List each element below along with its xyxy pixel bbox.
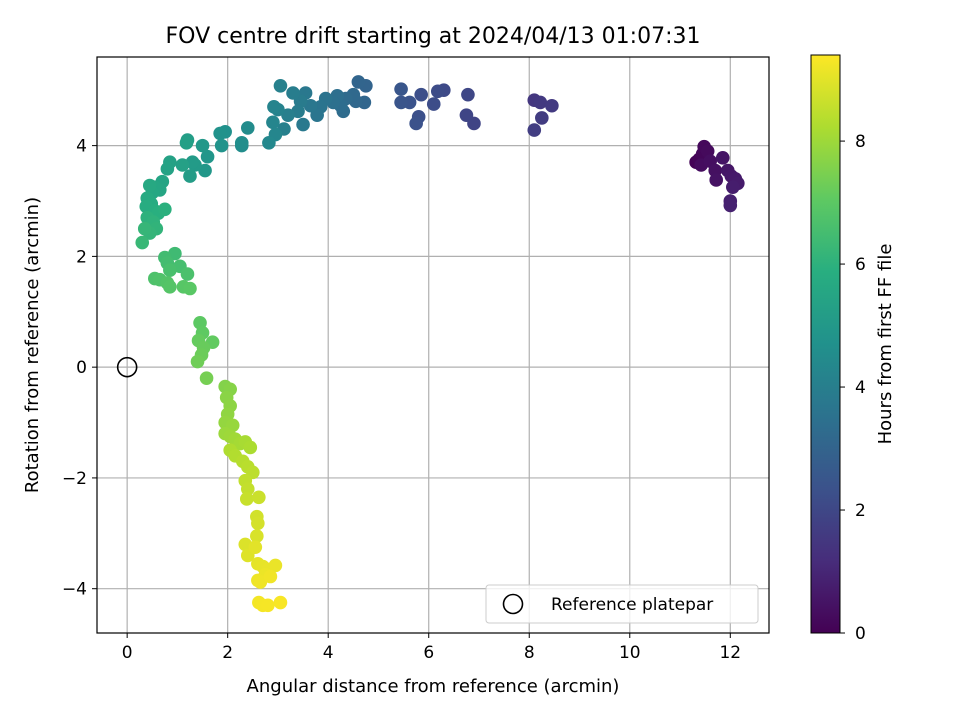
x-tick-label: 4 bbox=[323, 643, 334, 663]
data-points bbox=[135, 75, 745, 613]
data-point bbox=[137, 221, 152, 236]
data-point bbox=[160, 162, 175, 176]
x-tick-label: 12 bbox=[719, 643, 741, 663]
data-point bbox=[250, 529, 264, 543]
data-point bbox=[726, 180, 740, 194]
data-point bbox=[461, 87, 475, 102]
data-point bbox=[286, 86, 300, 100]
data-point bbox=[426, 97, 441, 111]
data-point bbox=[183, 169, 197, 183]
data-point bbox=[158, 202, 172, 217]
data-point bbox=[183, 281, 197, 296]
data-point bbox=[261, 598, 275, 613]
chart-title: FOV centre drift starting at 2024/04/13 … bbox=[166, 24, 701, 49]
legend: Reference platepar bbox=[485, 584, 759, 624]
x-tick-label: 10 bbox=[619, 643, 641, 663]
data-point bbox=[296, 117, 310, 132]
data-point bbox=[240, 121, 255, 135]
data-point bbox=[142, 178, 157, 193]
data-point bbox=[175, 158, 190, 172]
data-point bbox=[263, 569, 278, 584]
y-tick-label: −2 bbox=[62, 469, 87, 489]
data-point bbox=[248, 540, 263, 554]
data-point bbox=[262, 136, 276, 150]
data-point bbox=[545, 98, 559, 113]
data-point bbox=[163, 263, 177, 278]
data-point bbox=[135, 235, 150, 250]
y-tick-label: 4 bbox=[76, 137, 87, 157]
plot-area: 0 2 4 6 8 10 12 −4 −2 0 2 4 bbox=[62, 56, 770, 663]
data-point bbox=[723, 198, 738, 213]
data-point bbox=[394, 95, 408, 110]
data-point bbox=[273, 79, 288, 93]
y-axis-label: Rotation from reference (arcmin) bbox=[22, 197, 43, 493]
data-point bbox=[267, 100, 281, 114]
data-point bbox=[243, 440, 258, 455]
colorbar-tick-label: 4 bbox=[855, 378, 866, 398]
colorbar-ticks: 0 2 4 6 8 bbox=[840, 132, 866, 644]
data-point bbox=[535, 111, 549, 125]
data-point bbox=[163, 280, 177, 294]
reference-platepar-marker bbox=[116, 356, 138, 378]
colorbar-label: Hours from first FF file bbox=[875, 244, 896, 445]
colorbar-tick-label: 0 bbox=[855, 624, 866, 644]
x-tick-label: 8 bbox=[524, 643, 535, 663]
data-point bbox=[394, 82, 408, 96]
plot-frame bbox=[96, 56, 770, 634]
y-tick-label: 0 bbox=[76, 358, 87, 378]
data-point bbox=[240, 482, 255, 496]
x-axis-label: Angular distance from reference (arcmin) bbox=[247, 676, 620, 697]
colorbar-tick-label: 2 bbox=[855, 501, 866, 521]
data-point bbox=[268, 558, 283, 573]
data-point bbox=[709, 173, 724, 187]
data-point bbox=[430, 84, 445, 99]
data-point bbox=[198, 163, 212, 178]
legend-box bbox=[485, 584, 759, 624]
y-axis-ticks: −4 −2 0 2 4 bbox=[62, 137, 97, 600]
x-tick-label: 6 bbox=[423, 643, 434, 663]
data-point bbox=[266, 115, 280, 130]
data-point bbox=[533, 95, 548, 110]
data-point bbox=[409, 116, 423, 131]
y-tick-label: −4 bbox=[62, 580, 87, 600]
x-axis-ticks: 0 2 4 6 8 10 12 bbox=[122, 633, 741, 663]
colorbar-tick-label: 6 bbox=[855, 255, 866, 275]
data-point bbox=[213, 126, 227, 141]
data-point bbox=[180, 267, 195, 281]
colorbar: 0 2 4 6 8 Hours from first FF file bbox=[810, 54, 896, 644]
data-point bbox=[190, 354, 205, 369]
x-tick-label: 0 bbox=[122, 643, 133, 663]
data-point bbox=[252, 490, 266, 505]
data-point bbox=[199, 371, 214, 386]
data-point bbox=[715, 151, 730, 165]
data-point bbox=[251, 516, 265, 531]
data-point bbox=[234, 136, 249, 150]
data-point bbox=[414, 87, 428, 102]
data-point bbox=[195, 138, 210, 153]
data-point bbox=[351, 75, 366, 89]
colorbar-tick-label: 8 bbox=[855, 132, 866, 152]
data-point bbox=[239, 492, 254, 506]
data-point bbox=[214, 138, 229, 153]
y-tick-label: 2 bbox=[76, 247, 87, 267]
data-point bbox=[253, 575, 268, 589]
data-point bbox=[527, 123, 542, 137]
data-point bbox=[459, 108, 474, 122]
data-point bbox=[281, 108, 295, 122]
data-point bbox=[273, 595, 288, 610]
legend-label: Reference platepar bbox=[551, 595, 713, 615]
x-tick-label: 2 bbox=[222, 643, 233, 663]
data-point bbox=[200, 149, 215, 164]
colorbar-gradient bbox=[810, 54, 841, 634]
legend-marker bbox=[502, 593, 524, 615]
data-point bbox=[179, 136, 194, 150]
